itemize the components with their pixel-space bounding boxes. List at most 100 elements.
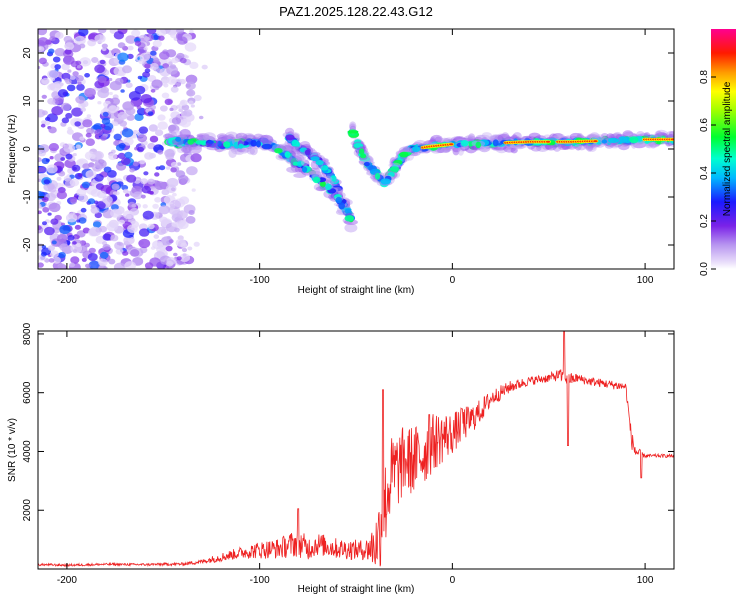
ridge-halo [388, 162, 401, 168]
ridge-halo [308, 170, 322, 176]
noise-speckle [120, 89, 125, 93]
noise-speckle [38, 166, 45, 173]
noise-speckle [46, 164, 58, 174]
noise-speckle [67, 126, 72, 131]
noise-speckle [101, 117, 111, 125]
noise-speckle [47, 245, 56, 252]
noise-speckle [80, 207, 87, 213]
ridge-core [207, 140, 214, 144]
noise-speckle [72, 249, 78, 253]
noise-speckle [87, 39, 97, 47]
noise-speckle [87, 253, 98, 261]
ridge-halo [349, 121, 357, 131]
noise-speckle [190, 104, 195, 108]
ridge-core [601, 139, 608, 144]
noise-speckle [108, 77, 113, 82]
noise-speckle [166, 257, 176, 265]
ridge-halo [236, 147, 246, 152]
colorbar-tick-label: 0.8 [699, 70, 710, 84]
noise-speckle [49, 82, 62, 92]
noise-speckle [59, 142, 66, 147]
noise-speckle [80, 107, 87, 112]
noise-speckle [148, 124, 158, 132]
noise-speckle [179, 253, 191, 262]
noise-speckle [143, 171, 149, 176]
snr-panel: -200 -100 0 100 2000 4000 6000 8000 Height of s… [7, 322, 675, 595]
noise-speckle [85, 138, 96, 146]
noise-speckle [144, 68, 151, 73]
noise-speckle [89, 226, 101, 237]
ridge-halo [281, 144, 294, 155]
noise-speckle [85, 263, 91, 268]
ridge-core [250, 140, 257, 147]
ridge-core [216, 140, 222, 147]
ridge-halo [246, 147, 255, 155]
noise-speckle [154, 181, 166, 191]
noise-speckle [188, 100, 194, 105]
noise-speckle [75, 95, 86, 104]
noise-speckle [99, 251, 109, 259]
noise-speckle [38, 57, 48, 65]
noise-speckle [127, 238, 134, 243]
noise-speckle [186, 89, 196, 97]
noise-speckle [48, 126, 57, 134]
noise-speckle [74, 35, 86, 46]
noise-speckle [85, 132, 92, 138]
noise-speckle [98, 225, 107, 233]
noise-speckle [191, 188, 196, 192]
ridge-halo [478, 134, 491, 141]
noise-speckle [63, 143, 75, 153]
noise-speckle [48, 48, 55, 54]
ridge-core [242, 141, 249, 146]
noise-speckle [168, 205, 180, 215]
noise-speckle [125, 193, 130, 197]
x-tick-label: 0 [450, 275, 456, 286]
noise-speckle [129, 168, 135, 173]
noise-speckle [111, 183, 120, 190]
noise-speckle [159, 165, 166, 171]
noise-speckle [152, 203, 159, 209]
noise-speckle [102, 233, 112, 241]
noise-speckle [113, 140, 120, 146]
ridge-halo [430, 134, 443, 144]
ridge-halo [293, 173, 307, 178]
noise-speckle [185, 74, 198, 85]
ridge-halo [434, 136, 442, 143]
noise-speckle [130, 249, 140, 257]
noise-speckle [144, 262, 154, 269]
ridge-core [312, 176, 321, 184]
ridge-core [195, 140, 205, 145]
noise-speckle [46, 113, 58, 123]
noise-speckle [170, 161, 178, 168]
noise-speckle [131, 203, 137, 208]
ridge-core [360, 153, 367, 159]
noise-speckle [193, 241, 200, 247]
noise-speckle [153, 234, 160, 239]
noise-speckle [138, 126, 149, 134]
noise-speckle [82, 119, 93, 128]
ridge-halo [601, 133, 609, 139]
noise-speckle [113, 133, 122, 141]
noise-speckle [54, 64, 61, 70]
x-tick-label: 100 [637, 275, 654, 286]
noise-speckle [58, 252, 66, 259]
noise-speckle [190, 153, 202, 163]
ridge-core [344, 215, 355, 222]
noise-speckle [160, 105, 168, 112]
colorbar-tick-label: 0.4 [699, 166, 710, 180]
ridge-core [302, 166, 308, 173]
noise-speckle [100, 135, 107, 141]
ridge-halo [335, 209, 348, 216]
noise-speckle [168, 61, 173, 66]
noise-speckle [146, 29, 157, 35]
noise-speckle [60, 102, 71, 111]
noise-speckle [117, 52, 129, 62]
ridge-core [364, 161, 370, 167]
ridge-core [460, 140, 469, 147]
ridge-halo [552, 133, 563, 138]
noise-speckle [82, 60, 89, 65]
colorbar: 0.0 0.2 0.4 0.6 0.8 Normalized spectral ampl… [699, 29, 736, 276]
ridge-halo [285, 127, 295, 136]
ridge-halo [490, 135, 502, 141]
noise-speckle [162, 63, 170, 69]
